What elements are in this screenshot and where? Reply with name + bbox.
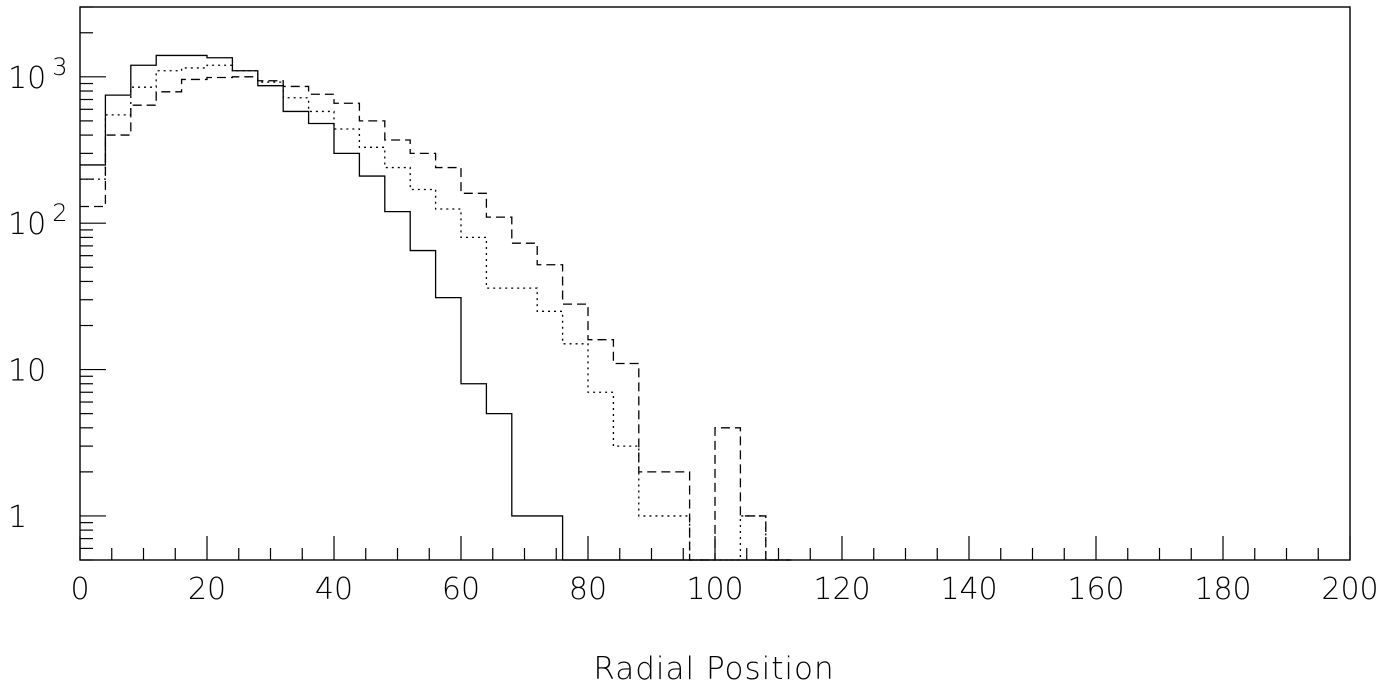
- histogram-series-solid: [80, 54, 792, 561]
- y-axis-ticks: [80, 6, 106, 561]
- x-tick-label: 120: [813, 572, 870, 607]
- x-axis-ticks: [79, 536, 1351, 560]
- series-group: [80, 54, 792, 561]
- y-tick-label: 10 3: [8, 53, 67, 96]
- x-axis-title: Radial Position: [593, 651, 834, 687]
- x-tick-label: 140: [940, 572, 997, 607]
- x-tick-label: 20: [188, 572, 226, 607]
- x-tick-label: 40: [315, 572, 353, 607]
- x-tick-label: 180: [1194, 572, 1251, 607]
- x-tick-label: 160: [1067, 572, 1124, 607]
- x-tick-label: 60: [442, 572, 480, 607]
- histogram-series-dotted: [80, 64, 792, 561]
- y-tick-label: 1: [8, 500, 27, 535]
- x-tick-label: 0: [70, 572, 89, 607]
- histogram-series-dashed: [80, 76, 792, 561]
- x-tick-label: 200: [1321, 572, 1378, 607]
- x-tick-label: 80: [569, 572, 607, 607]
- y-tick-label: 10 2: [8, 199, 67, 242]
- y-tick-label: 10: [8, 354, 46, 389]
- x-tick-label: 100: [686, 572, 743, 607]
- x-axis-tick-labels: 0 20 40 60 80 100 120 140 160 180 200: [70, 572, 1378, 607]
